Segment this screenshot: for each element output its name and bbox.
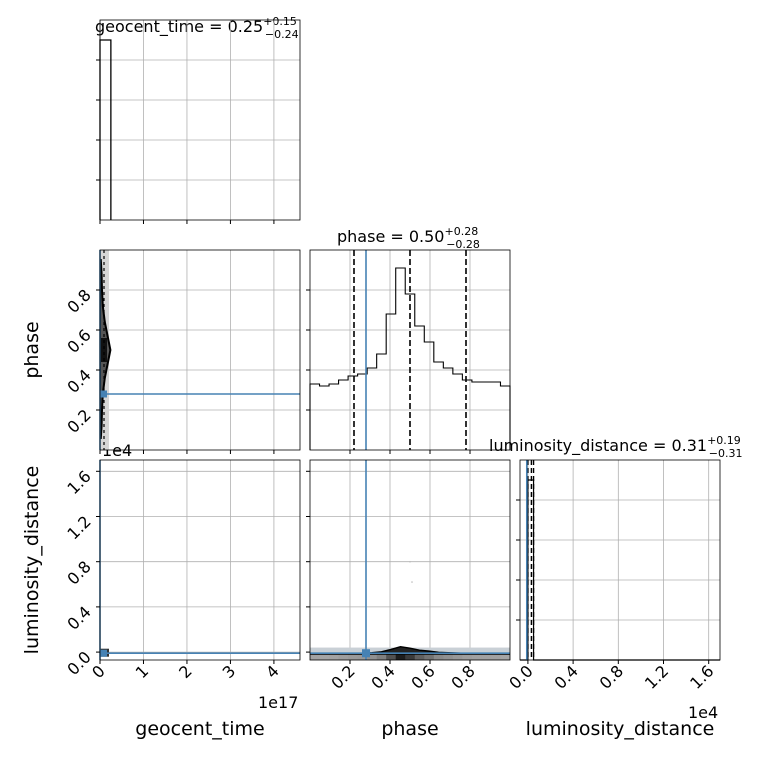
title-phase: phase = 0.50+0.28 −0.28 bbox=[337, 225, 480, 251]
joint-ld-phase-cell-16 bbox=[462, 653, 473, 660]
joint-phase-geocent-density bbox=[100, 250, 112, 450]
joint-ld-phase-frame bbox=[309, 459, 511, 661]
joint-ld-phase-cell-9 bbox=[395, 653, 406, 660]
offset-label-geocent-time: 1e17 bbox=[258, 693, 298, 712]
joint-ld-phase-cell-10 bbox=[405, 653, 416, 660]
joint-ld-phase-cell-18 bbox=[481, 653, 492, 660]
joint-ld-phase-cell-3 bbox=[338, 653, 349, 660]
xlabel-phase: phase bbox=[381, 718, 438, 740]
joint-phase-geocent-frame bbox=[99, 249, 301, 451]
joint-ld-phase-cell-8 bbox=[386, 653, 397, 660]
phase-hist-frame bbox=[309, 249, 511, 451]
joint-ld-phase-cell-6 bbox=[367, 653, 378, 660]
xlabel-luminosity-distance: luminosity_distance bbox=[526, 718, 715, 740]
joint-ld-phase-cell-14 bbox=[443, 653, 454, 660]
joint-ld-phase-cell-15 bbox=[452, 653, 463, 660]
joint-ld-phase-cell-13 bbox=[433, 653, 444, 660]
offset-label-luminosity-distance-x: 1e4 bbox=[688, 703, 718, 722]
joint-ld-phase-cell-0 bbox=[310, 653, 321, 660]
ylabel-phase: phase bbox=[21, 321, 43, 378]
joint-phase-geocent-truth-marker bbox=[100, 390, 107, 398]
joint-phase-geocent-core bbox=[100, 338, 107, 362]
joint-ld-geocent-frame bbox=[99, 459, 301, 661]
xlabel-geocent-time: geocent_time bbox=[135, 718, 264, 740]
joint-ld-phase-dot-1 bbox=[411, 581, 413, 583]
offset-label-luminosity-distance-y: 1e4 bbox=[102, 441, 132, 460]
joint-ld-phase-cell-4 bbox=[348, 653, 359, 660]
joint-ld-phase-dot-0 bbox=[409, 560, 411, 563]
joint-ld-geocent-truth-marker bbox=[100, 649, 107, 657]
joint-ld-phase-cell-1 bbox=[319, 653, 330, 660]
joint-ld-phase-cell-2 bbox=[329, 653, 340, 660]
geocent-hist-frame bbox=[99, 19, 301, 221]
title-luminosity-distance: luminosity_distance = 0.31+0.19 −0.31 bbox=[489, 434, 743, 460]
ld-hist-frame bbox=[519, 459, 721, 661]
joint-ld-phase-cell-19 bbox=[490, 653, 501, 660]
joint-ld-phase-cell-20 bbox=[500, 653, 510, 660]
joint-ld-phase-cell-7 bbox=[376, 653, 387, 660]
joint-ld-phase-cell-12 bbox=[424, 653, 435, 660]
ylabel-luminosity-distance: luminosity_distance bbox=[21, 466, 43, 655]
title-geocent-time: geocent_time = 0.25+0.15 −0.24 bbox=[95, 15, 299, 41]
joint-ld-phase-cell-11 bbox=[414, 653, 425, 660]
joint-ld-phase-truth-marker bbox=[362, 649, 370, 658]
joint-ld-phase-cell-17 bbox=[471, 653, 482, 660]
phase-hist-step bbox=[309, 267, 511, 450]
